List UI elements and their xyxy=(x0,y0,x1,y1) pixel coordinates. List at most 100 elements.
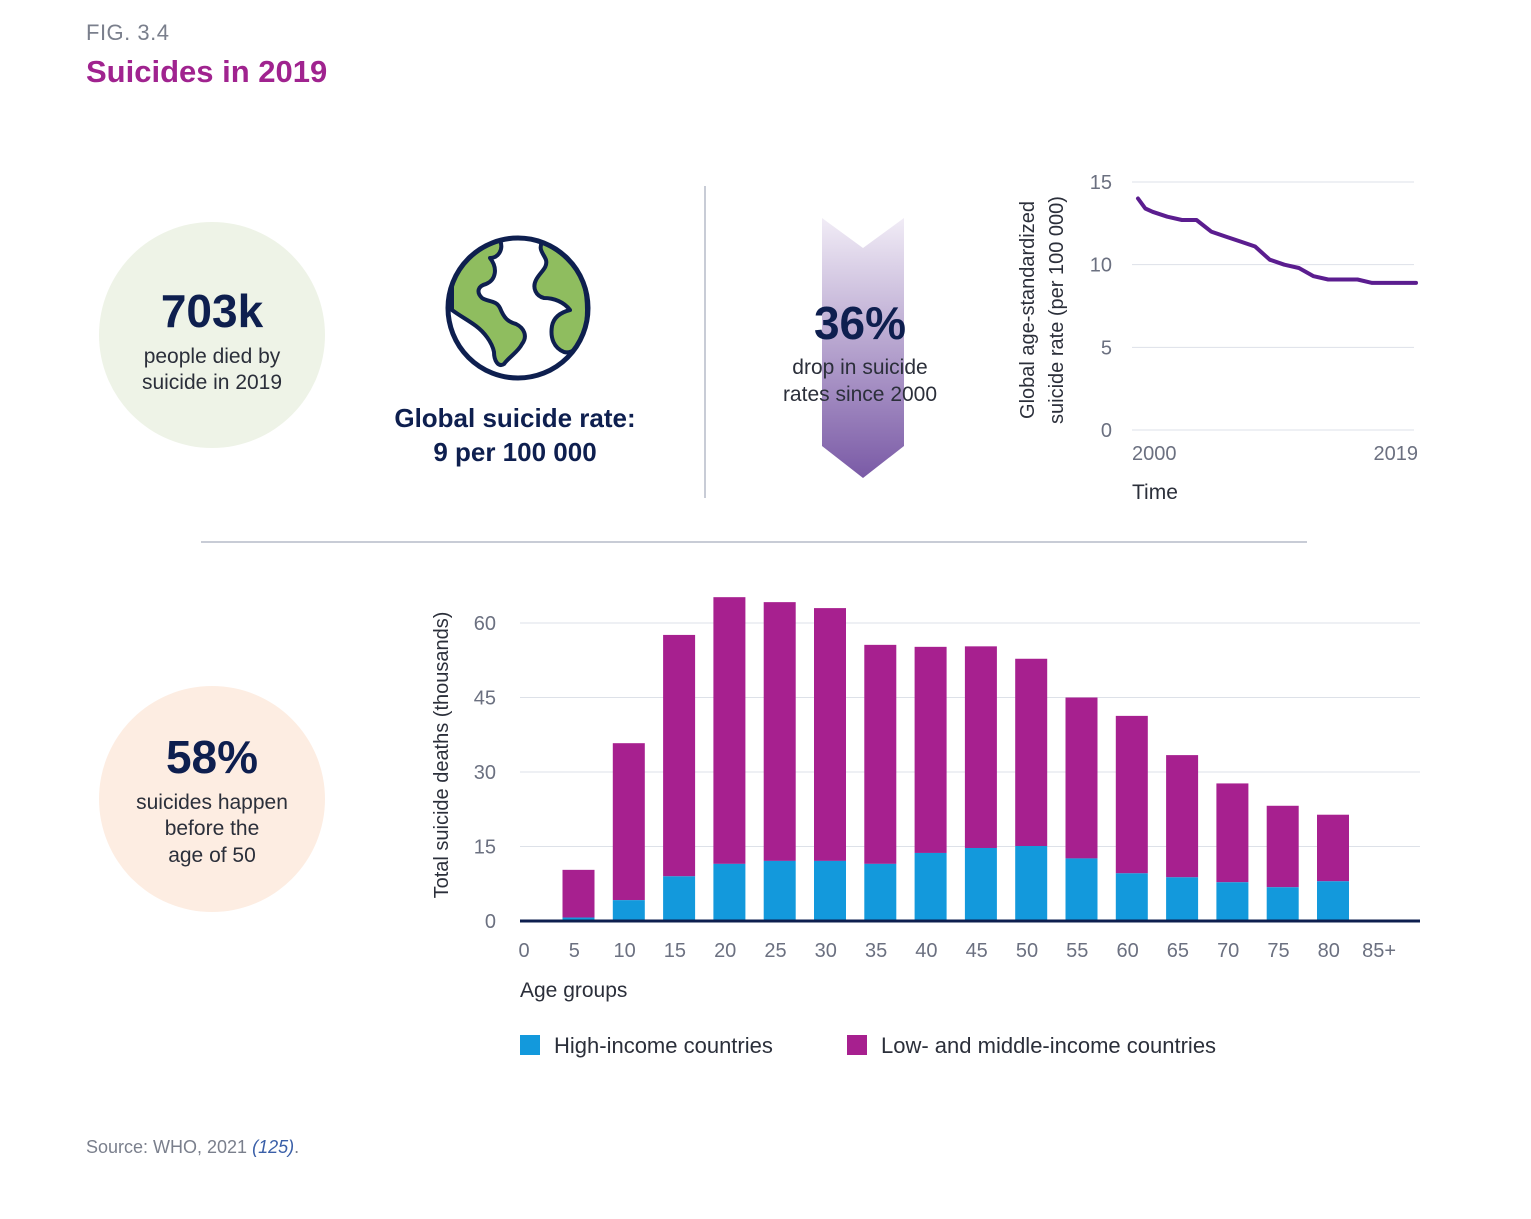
bar-low-middle-income-25 xyxy=(763,602,796,861)
source-suffix: . xyxy=(294,1137,300,1157)
bar-chart-xtick-label: 0 xyxy=(518,940,529,962)
source-prefix: Source: WHO, 2021 xyxy=(86,1137,253,1157)
legend-item-low-middle-income: Low- and middle-income countries xyxy=(847,1033,1216,1059)
bar-low-middle-income-30 xyxy=(814,608,846,861)
vertical-divider xyxy=(704,186,706,498)
figure-number: FIG. 3.4 xyxy=(86,20,170,45)
bar-chart-xtick-label: 10 xyxy=(613,940,635,962)
bar-chart-xtick-label: 80 xyxy=(1318,940,1340,962)
bar-high-income-35 xyxy=(864,863,897,921)
line-chart-ytick-label: 15 xyxy=(1090,172,1112,194)
bar-chart-xtick-label: 75 xyxy=(1267,940,1289,962)
bar-chart-ytick-label: 60 xyxy=(474,613,496,635)
bar-high-income-75 xyxy=(1266,887,1299,921)
line-chart-ylabel-line1: Global age-standardized xyxy=(1017,201,1039,419)
bar-high-income-30 xyxy=(814,860,846,921)
bar-high-income-25 xyxy=(763,860,796,921)
global-rate-line1: Global suicide rate: xyxy=(394,403,636,433)
bar-low-middle-income-45 xyxy=(964,646,997,848)
line-chart-ytick-label: 5 xyxy=(1101,337,1112,359)
drop-stat-line1: drop in suicide xyxy=(792,356,928,379)
global-rate-line2: 9 per 100 000 xyxy=(433,436,597,467)
line-chart-xtick-label: 2019 xyxy=(1374,443,1419,465)
bar-high-income-40 xyxy=(914,852,947,921)
bar-chart-xtick-label: 25 xyxy=(764,940,786,962)
bar-low-middle-income-15 xyxy=(663,634,696,877)
under50-stat-line3: age of 50 xyxy=(168,843,256,867)
down-arrow-icon xyxy=(822,218,904,478)
line-chart-series-line xyxy=(1136,196,1418,285)
bar-low-middle-income-75 xyxy=(1266,805,1299,888)
bar-low-middle-income-70 xyxy=(1216,783,1249,883)
bar-chart-ytick-label: 15 xyxy=(474,837,496,859)
bar-chart-xtick-label: 30 xyxy=(815,940,837,962)
bar-low-middle-income-35 xyxy=(864,644,897,864)
bar-chart-ylabel: Total suicide deaths (thousands) xyxy=(431,612,453,899)
bar-high-income-60 xyxy=(1115,873,1148,921)
legend-swatch-high-income xyxy=(520,1035,540,1055)
line-chart-ylabel-line2: suicide rate (per 100 000) xyxy=(1046,196,1068,424)
bar-low-middle-income-40 xyxy=(914,646,947,853)
under50-stat-line2: before the xyxy=(164,817,260,841)
bar-chart-xtick-label: 40 xyxy=(915,940,937,962)
bar-high-income-45 xyxy=(964,847,997,921)
bar-chart-xtick-label: 5 xyxy=(569,940,580,962)
deaths-stat-line2: suicide in 2019 xyxy=(141,371,283,395)
bar-chart-xtick-label: 50 xyxy=(1016,940,1038,962)
bar-high-income-55 xyxy=(1065,858,1098,921)
drop-stat-line2: rates since 2000 xyxy=(782,382,938,406)
legend-swatch-low-middle-income xyxy=(847,1035,867,1055)
bar-low-middle-income-60 xyxy=(1115,715,1148,874)
rate-trend-line-chart: Global age-standardized suicide rate (pe… xyxy=(1017,172,1419,504)
global-rate-caption: Global suicide rate: 9 per 100 000 xyxy=(380,402,650,470)
bar-chart-xtick-label: 55 xyxy=(1066,940,1088,962)
line-chart-ytick-label: 10 xyxy=(1090,255,1112,277)
bar-low-middle-income-20 xyxy=(713,597,746,864)
under50-stat-value: 58% xyxy=(165,731,259,783)
age-group-stacked-bar-chart: Total suicide deaths (thousands) Age gro… xyxy=(431,597,1420,1002)
under50-stat-line1: suicides happen xyxy=(136,791,288,814)
bar-high-income-65 xyxy=(1166,877,1199,921)
bar-high-income-50 xyxy=(1015,846,1048,921)
bar-chart-xtick-label: 65 xyxy=(1167,940,1189,962)
bar-high-income-80 xyxy=(1317,881,1349,921)
bar-chart-xtick-label: 15 xyxy=(664,940,686,962)
line-chart-xtick-label: 2000 xyxy=(1132,443,1177,465)
source-note: Source: WHO, 2021 (125). xyxy=(86,1137,299,1158)
legend-item-high-income: High-income countries xyxy=(520,1033,773,1059)
line-chart-ytick-label: 0 xyxy=(1101,420,1112,442)
legend-label-high-income: High-income countries xyxy=(554,1033,773,1058)
bar-chart-xtick-label: 20 xyxy=(714,940,736,962)
bar-high-income-5 xyxy=(562,917,595,921)
bar-chart-ytick-label: 30 xyxy=(474,762,496,784)
bar-high-income-20 xyxy=(713,863,746,921)
deaths-stat-circle: 703k people died by suicide in 2019 xyxy=(99,222,325,448)
bar-low-middle-income-50 xyxy=(1015,658,1048,847)
bar-chart-xtick-label: 85+ xyxy=(1362,940,1396,962)
bar-chart-xlabel: Age groups xyxy=(520,979,627,1002)
drop-stat-value: 36% xyxy=(813,297,907,349)
source-reference: (125) xyxy=(252,1137,295,1157)
bar-low-middle-income-65 xyxy=(1166,755,1199,878)
bar-low-middle-income-80 xyxy=(1317,814,1349,882)
figure-title: Suicides in 2019 xyxy=(86,54,328,89)
globe-icon xyxy=(445,235,591,381)
bar-chart-xtick-label: 60 xyxy=(1116,940,1138,962)
horizontal-divider xyxy=(201,541,1307,543)
legend-label-low-middle-income: Low- and middle-income countries xyxy=(881,1033,1217,1058)
deaths-stat-value: 703k xyxy=(160,285,264,337)
bar-chart-ytick-label: 45 xyxy=(474,688,496,710)
bar-chart-xtick-label: 70 xyxy=(1217,940,1239,962)
bar-low-middle-income-10 xyxy=(612,743,645,901)
bar-high-income-70 xyxy=(1216,882,1249,921)
bar-low-middle-income-55 xyxy=(1065,697,1098,859)
bar-chart-xtick-label: 45 xyxy=(966,940,988,962)
drop-stat-text: drop in suicide rates since 2000 xyxy=(760,355,960,408)
bar-low-middle-income-5 xyxy=(562,869,595,918)
line-chart-xlabel: Time xyxy=(1132,481,1178,504)
bar-chart-ytick-label: 0 xyxy=(485,911,496,933)
bar-high-income-15 xyxy=(663,876,696,921)
bar-high-income-10 xyxy=(612,900,645,921)
under50-stat-circle: 58% suicides happen before the age of 50 xyxy=(99,686,325,912)
bar-chart-xtick-label: 35 xyxy=(865,940,887,962)
